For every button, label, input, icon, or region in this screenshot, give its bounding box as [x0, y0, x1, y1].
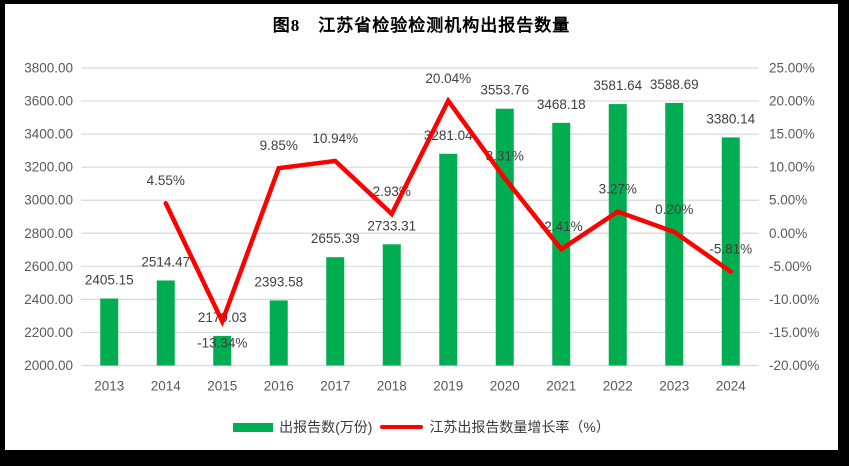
x-axis-label-2018: 2018	[377, 379, 407, 394]
x-axis-label-2022: 2022	[603, 379, 633, 394]
bar-2020	[495, 108, 514, 366]
x-axis-label-2015: 2015	[207, 379, 237, 394]
x-axis-label-2024: 2024	[716, 379, 747, 394]
line-label-2015: -13.34%	[197, 335, 247, 350]
bar-label-2013: 2405.15	[85, 273, 134, 288]
bar-2015	[213, 335, 232, 366]
x-axis-label-2020: 2020	[490, 379, 520, 394]
x-axis-label-2017: 2017	[320, 379, 350, 394]
left-axis-tick: 2200.00	[24, 325, 73, 340]
left-axis-tick: 3200.00	[24, 160, 73, 175]
bar-label-2014: 2514.47	[141, 254, 190, 269]
line-label-2017: 10.94%	[312, 131, 358, 146]
bar-2019	[439, 153, 458, 366]
bar-2022	[608, 104, 627, 366]
x-axis-label-2023: 2023	[659, 379, 689, 394]
bar-2024	[721, 137, 740, 366]
bar-label-2021: 3468.18	[537, 97, 586, 112]
left-axis-tick: 2600.00	[24, 259, 73, 274]
right-axis-tick: -20.00%	[769, 358, 819, 373]
combo-chart: 3800.00 25.00% 3600.00 20.00% 3400.00 15.00% 3…	[24, 61, 819, 394]
legend-bar-swatch	[233, 422, 274, 432]
bar-label-2024: 3380.14	[706, 111, 755, 126]
left-axis-tick: 3400.00	[24, 127, 73, 142]
left-axis-tick: 2000.00	[24, 358, 73, 373]
bar-2014	[156, 280, 175, 366]
chart-title: 图8 江苏省检验检测机构出报告数量	[272, 16, 571, 35]
x-axis-label-2021: 2021	[546, 379, 576, 394]
x-axis-label-2014: 2014	[151, 379, 182, 394]
legend-line-swatch	[380, 424, 424, 430]
bar-2016	[269, 300, 288, 366]
line-label-2022: 3.27%	[599, 182, 637, 197]
chart-legend: 出报告数(万份) 江苏出报告数量增长率（%）	[5, 416, 838, 438]
line-label-2021: -2.41%	[540, 219, 583, 234]
right-axis-tick: 5.00%	[769, 193, 807, 208]
bar-2013	[100, 298, 119, 366]
right-axis-tick: -15.00%	[769, 325, 819, 340]
line-label-2016: 9.85%	[260, 138, 298, 153]
bar-label-2019: 3281.04	[424, 128, 473, 143]
legend-line-label: 江苏出报告数量增长率（%）	[429, 419, 610, 435]
line-label-2019: 20.04%	[425, 71, 471, 86]
right-axis-tick: 15.00%	[769, 127, 815, 142]
right-axis-tick: 10.00%	[769, 160, 815, 175]
bar-label-2023: 3588.69	[650, 77, 699, 92]
left-axis-tick: 2800.00	[24, 226, 73, 241]
x-axis-label-2016: 2016	[264, 379, 294, 394]
bar-label-2018: 2733.31	[367, 218, 416, 233]
line-label-2024: -5.81%	[709, 242, 752, 257]
bar-label-2017: 2655.39	[311, 231, 360, 246]
left-axis-tick: 2400.00	[24, 292, 73, 307]
left-axis-tick: 3000.00	[24, 193, 73, 208]
bar-label-2020: 3553.76	[480, 83, 529, 98]
legend-bar-label: 出报告数(万份)	[279, 419, 373, 435]
line-label-2023: 0.20%	[655, 202, 693, 217]
bar-2017	[326, 257, 345, 366]
right-axis-tick: 20.00%	[769, 94, 815, 109]
line-label-2020: 8.31%	[486, 148, 524, 163]
chart-canvas: 图8 江苏省检验检测机构出报告数量 3800.00 25.00% 3600.00 20…	[5, 4, 838, 450]
x-axis-label-2013: 2013	[94, 379, 124, 394]
bar-label-2016: 2393.58	[254, 274, 303, 289]
bar-2018	[382, 244, 401, 366]
right-axis-tick: -10.00%	[769, 292, 819, 307]
left-axis-tick: 3800.00	[24, 61, 73, 76]
growth-rate-line	[163, 96, 733, 328]
bar-2021	[552, 122, 571, 366]
bar-label-2022: 3581.64	[593, 78, 642, 93]
right-axis-tick: 0.00%	[769, 226, 807, 241]
x-axis-label-2019: 2019	[433, 379, 463, 394]
line-label-2014: 4.55%	[147, 173, 185, 188]
right-axis-tick: 25.00%	[769, 61, 815, 76]
right-axis-tick: -5.00%	[769, 259, 812, 274]
left-axis-tick: 3600.00	[24, 94, 73, 109]
